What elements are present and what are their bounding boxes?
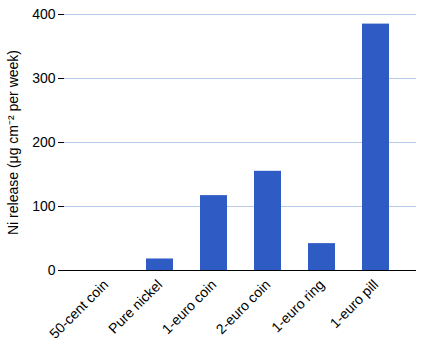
svg-text:0: 0 xyxy=(48,262,56,278)
svg-text:200: 200 xyxy=(32,134,56,150)
svg-text:400: 400 xyxy=(32,6,56,22)
svg-text:2-euro coin: 2-euro coin xyxy=(212,276,273,337)
svg-text:100: 100 xyxy=(32,198,56,214)
svg-text:Pure nickel: Pure nickel xyxy=(105,276,165,336)
svg-text:1-euro ring: 1-euro ring xyxy=(268,276,327,335)
svg-text:300: 300 xyxy=(32,70,56,86)
svg-text:1-euro coin: 1-euro coin xyxy=(158,276,219,337)
svg-text:Ni release (μg cm⁻² per week): Ni release (μg cm⁻² per week) xyxy=(5,50,21,235)
svg-text:50-cent coin: 50-cent coin xyxy=(46,276,111,341)
svg-text:1-euro pill: 1-euro pill xyxy=(326,276,381,331)
